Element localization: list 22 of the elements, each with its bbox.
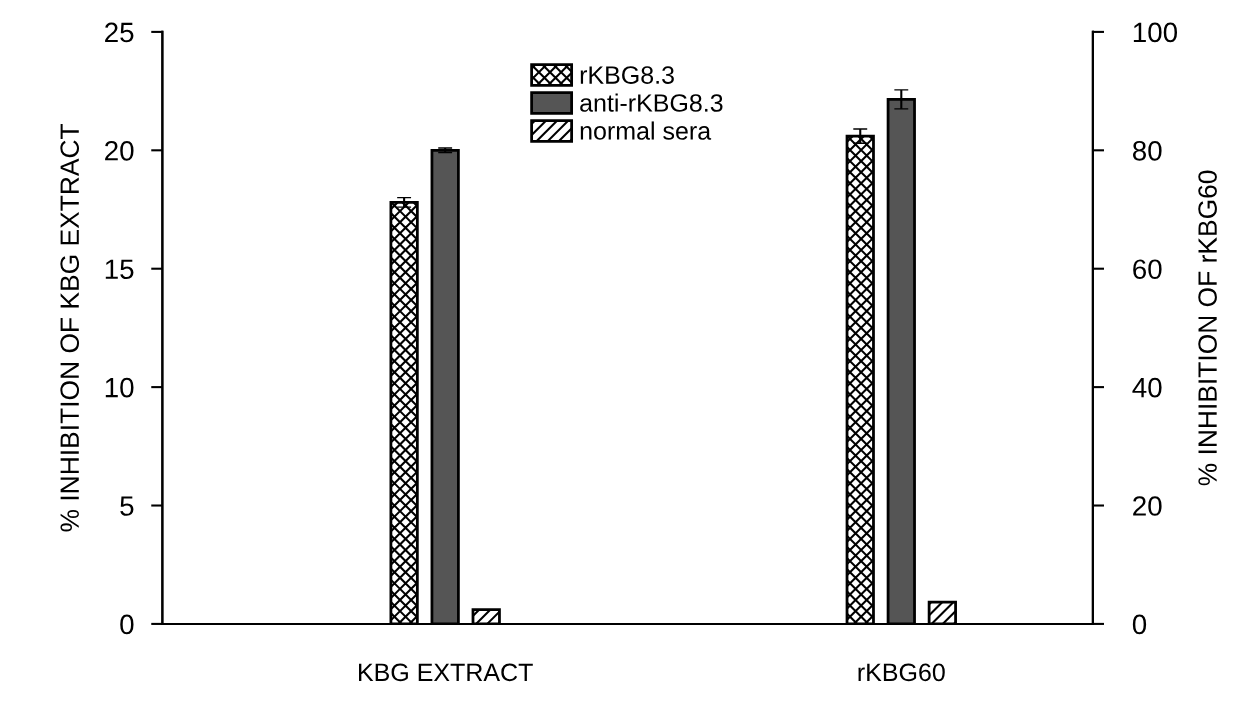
x-tick-label: rKBG60 — [858, 663, 945, 682]
y2-tick-label: 40 — [1132, 377, 1162, 398]
y2-tick-label: 0 — [1132, 614, 1147, 635]
y-tick-label: 10 — [105, 377, 134, 398]
legend-label: normal sera — [580, 121, 712, 140]
y-tick-label: 25 — [105, 22, 134, 43]
y2-tick-label: 20 — [1133, 496, 1162, 516]
y-tick-label: 0 — [120, 614, 134, 635]
y2-axis-title: % INHIBITION OF rKBG60 — [1198, 170, 1217, 486]
legend-label: anti-rKBG8.3 — [580, 93, 723, 112]
bar — [471, 608, 501, 624]
y2-tick-label: 60 — [1133, 259, 1162, 280]
y2-tick-label: 100 — [1133, 22, 1178, 43]
bar — [430, 148, 460, 624]
y2-tick-label: 80 — [1132, 140, 1162, 161]
y-tick-label: 5 — [120, 496, 134, 516]
y-axis-title: % INHIBITION OF KBG EXTRACT — [60, 123, 80, 532]
x-tick-label: KBG EXTRACT — [359, 663, 533, 682]
bar — [389, 201, 419, 624]
y-tick-label: 20 — [105, 140, 134, 161]
y-tick-label: 15 — [105, 259, 134, 280]
legend-label: rKBG8.3 — [580, 66, 674, 84]
